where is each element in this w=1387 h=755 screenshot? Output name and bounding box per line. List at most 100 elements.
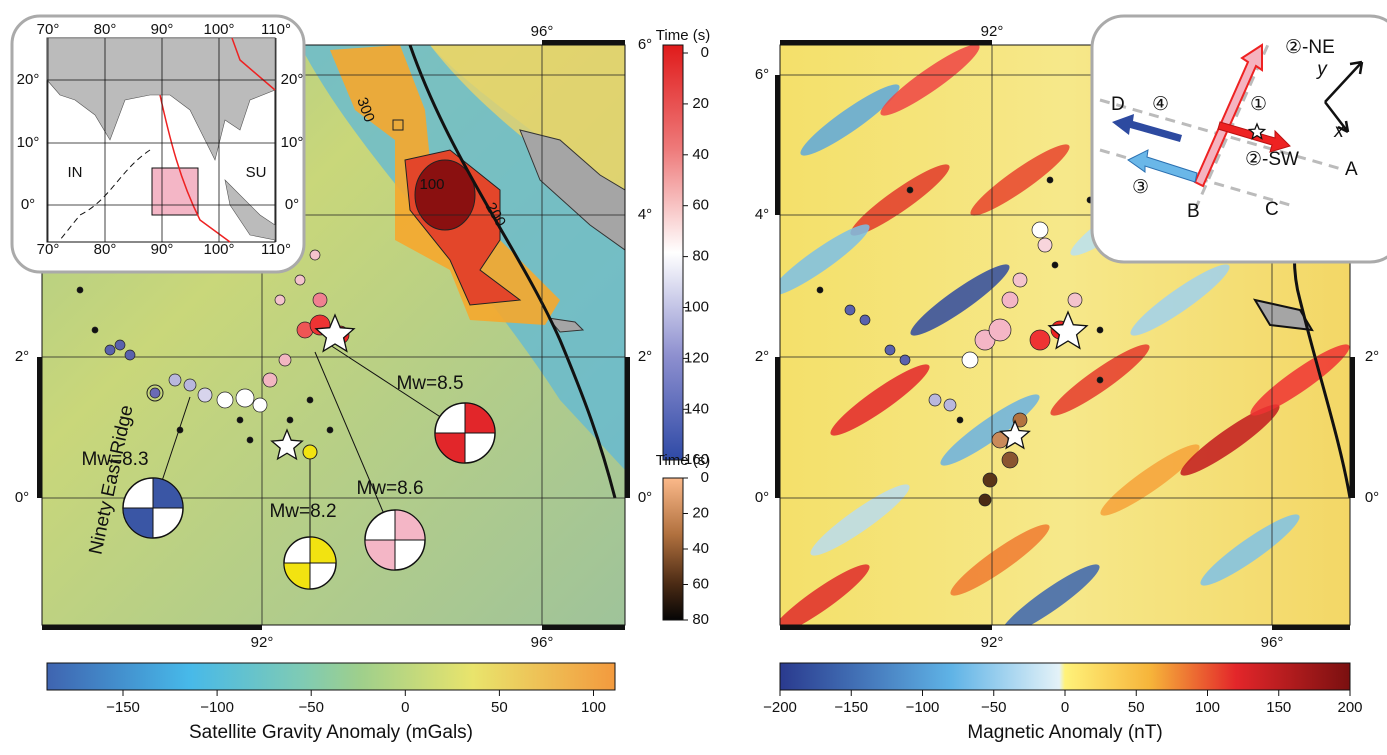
event: [944, 399, 956, 411]
label: 100°: [203, 241, 234, 258]
event: [1013, 273, 1027, 287]
label: 80°: [94, 21, 117, 38]
event: [295, 275, 305, 285]
study-area: [152, 168, 198, 215]
event: [307, 397, 313, 403]
event: [279, 354, 291, 366]
event: [1047, 177, 1053, 183]
event: [962, 352, 978, 368]
label: ②-NE: [1285, 37, 1335, 58]
label: 0: [1061, 699, 1069, 716]
event: [1097, 327, 1103, 333]
label: ①: [1250, 94, 1267, 115]
event: [1002, 452, 1018, 468]
label: 110°: [261, 21, 291, 38]
label: 0: [401, 699, 409, 716]
label: 96°: [531, 634, 554, 651]
label: −50: [981, 699, 1006, 716]
label: 70°: [37, 21, 60, 38]
label: 2°: [1365, 348, 1379, 365]
label: 80°: [94, 241, 117, 258]
event: [169, 374, 181, 386]
label: 0: [701, 44, 709, 61]
frame-bar: [1272, 625, 1350, 630]
label: 100: [581, 699, 606, 716]
label: 0°: [755, 489, 769, 506]
label: 0°: [21, 196, 35, 213]
event: [275, 295, 285, 305]
event: [105, 345, 115, 355]
event: [237, 417, 243, 423]
event: [217, 392, 233, 408]
frame-bar: [775, 357, 780, 498]
label: 0: [701, 469, 709, 486]
label: SU: [246, 164, 267, 181]
label: Time (s): [656, 452, 710, 469]
label: −100: [200, 699, 234, 716]
label: 100: [419, 176, 444, 193]
event: [1002, 292, 1018, 308]
label: 10°: [281, 134, 304, 151]
label: 60: [692, 575, 709, 592]
frame-bar: [37, 357, 42, 498]
label: 40: [692, 146, 709, 163]
frame-bar: [780, 625, 992, 630]
event: [1097, 377, 1103, 383]
event: [1068, 293, 1082, 307]
label: 4°: [755, 206, 769, 223]
label: Mw=8.2: [269, 501, 336, 522]
label: 20: [692, 504, 709, 521]
label: 110°: [261, 241, 291, 258]
event: [989, 319, 1011, 341]
label: Time (s): [656, 27, 710, 44]
event: [1052, 262, 1058, 268]
label: ②-SW: [1245, 149, 1299, 170]
event: [77, 287, 83, 293]
event: [125, 350, 135, 360]
label: B: [1187, 201, 1200, 222]
event: [860, 315, 870, 325]
label: 2°: [638, 348, 652, 365]
label: 0°: [638, 489, 652, 506]
frame-bar: [780, 40, 992, 45]
label: −200: [763, 699, 797, 716]
label: 0°: [15, 489, 29, 506]
event: [313, 293, 327, 307]
label: −150: [106, 699, 140, 716]
label: IN: [68, 164, 83, 181]
event: [907, 187, 913, 193]
label: 150: [1266, 699, 1291, 716]
label: 50: [1128, 699, 1145, 716]
event: [253, 398, 267, 412]
label: 10°: [17, 134, 40, 151]
event: [957, 417, 963, 423]
event: [817, 287, 823, 293]
label: 70°: [37, 241, 60, 258]
event: [236, 389, 254, 407]
label: −50: [298, 699, 323, 716]
label: 96°: [1261, 634, 1284, 651]
label: 80: [692, 248, 709, 265]
label: ④: [1152, 94, 1169, 115]
label: 100: [684, 298, 709, 315]
event: [327, 427, 333, 433]
label: 20°: [17, 71, 40, 88]
label: −100: [906, 699, 940, 716]
frame-bar: [542, 40, 625, 45]
label: 80: [692, 611, 709, 628]
label: 140: [684, 400, 709, 417]
page: Sumatra maps {"left_map": { "lon_labels"…: [0, 0, 1387, 755]
label: Satellite Gravity Anomaly (mGals): [189, 722, 473, 743]
magnetic-colorbar: [780, 663, 1350, 690]
event: [900, 355, 910, 365]
event: [885, 345, 895, 355]
label: ③: [1132, 177, 1149, 198]
label: x: [1333, 121, 1345, 142]
label: A: [1345, 159, 1358, 180]
event: [184, 379, 196, 391]
label: 90°: [151, 241, 174, 258]
label: 92°: [251, 634, 274, 651]
figure: 96°92°96°6°4°2°0°2°0°Mw=8.5Mw=8.3Mw=8.6M…: [0, 0, 1387, 750]
label: C: [1265, 199, 1279, 220]
event: [115, 340, 125, 350]
